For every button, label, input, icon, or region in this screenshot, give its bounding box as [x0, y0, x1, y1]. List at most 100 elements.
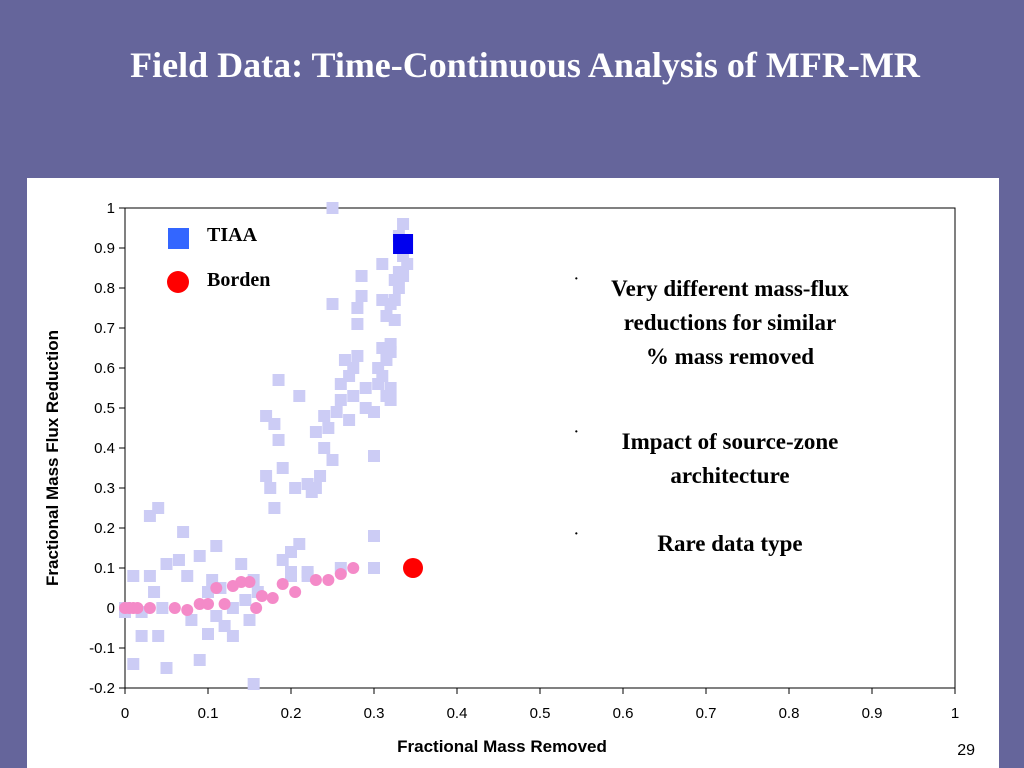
- highlight-point-borden: [403, 558, 424, 578]
- x-tick-label: 1: [951, 705, 959, 722]
- data-point-tiaa: [289, 482, 302, 494]
- x-tick-label: 0.3: [364, 705, 385, 722]
- data-point-tiaa: [309, 426, 322, 438]
- data-point-tiaa: [152, 630, 165, 642]
- data-point-borden: [210, 582, 223, 594]
- data-point-borden: [243, 576, 256, 588]
- data-point-tiaa: [355, 270, 368, 282]
- y-axis-label: Fractional Mass Flux Reduction: [43, 330, 62, 586]
- y-tick-label: 0.6: [94, 360, 115, 377]
- data-point-tiaa: [384, 338, 397, 350]
- bullet-dot: ·: [574, 527, 579, 542]
- data-point-tiaa: [368, 530, 380, 542]
- data-point-tiaa: [314, 470, 327, 482]
- data-point-borden: [276, 578, 289, 590]
- slide-title: Field Data: Time-Continuous Analysis of …: [130, 45, 920, 85]
- data-point-tiaa: [401, 258, 414, 270]
- data-point-borden: [168, 602, 181, 614]
- x-tick-label: 0.5: [530, 705, 551, 722]
- bullet-text: Very different mass-flux reductions for …: [611, 276, 849, 369]
- data-point-tiaa: [326, 454, 339, 466]
- data-point-tiaa: [268, 418, 281, 430]
- data-point-tiaa: [152, 502, 165, 514]
- data-point-tiaa: [376, 294, 389, 306]
- data-point-borden: [143, 602, 156, 614]
- x-tick-label: 0.2: [281, 705, 302, 722]
- bullet-text: Rare data type: [657, 531, 803, 556]
- y-tick-label: 0.3: [94, 480, 115, 497]
- data-point-tiaa: [368, 562, 380, 574]
- legend-marker-borden: [167, 271, 189, 293]
- data-point-borden: [235, 576, 248, 588]
- scatter-chart: 1 0.9 0.8 0.7 0.6 0.5 0.4 0.3 0.2 0.1 0 -0.1 -0.2 0 0.…: [43, 200, 959, 756]
- data-point-tiaa: [143, 570, 156, 582]
- data-point-tiaa: [210, 540, 223, 552]
- data-point-borden: [322, 574, 335, 586]
- y-tick-label: 0.9: [94, 240, 115, 257]
- data-point-tiaa: [384, 394, 397, 406]
- data-point-tiaa: [235, 558, 248, 570]
- data-point-tiaa: [276, 462, 289, 474]
- data-point-tiaa: [193, 550, 206, 562]
- data-point-tiaa: [272, 374, 285, 386]
- data-point-tiaa: [318, 442, 331, 454]
- data-point-tiaa: [343, 414, 356, 426]
- data-point-borden: [181, 604, 194, 616]
- data-point-borden: [255, 590, 268, 602]
- data-point-tiaa: [185, 614, 198, 626]
- data-point-tiaa: [268, 502, 281, 514]
- data-point-tiaa: [210, 610, 223, 622]
- chart-panel: 1 0.9 0.8 0.7 0.6 0.5 0.4 0.3 0.2 0.1 0 -0.1 -0.2 0 0.…: [27, 178, 999, 768]
- data-point-tiaa: [347, 390, 360, 402]
- data-point-tiaa: [322, 422, 335, 434]
- x-tick-label: 0.8: [779, 705, 800, 722]
- data-point-tiaa: [127, 570, 140, 582]
- data-point-borden: [289, 586, 302, 598]
- bullet-dot: ·: [574, 272, 579, 287]
- bullet-text: Impact of source-zone architecture: [621, 429, 839, 488]
- data-point-tiaa: [260, 470, 273, 482]
- data-point-tiaa: [226, 630, 239, 642]
- data-point-tiaa: [368, 406, 380, 418]
- data-point-tiaa: [177, 526, 190, 538]
- data-point-tiaa: [397, 218, 410, 230]
- x-tick-label: 0.1: [198, 705, 219, 722]
- data-point-tiaa: [172, 554, 185, 566]
- data-point-tiaa: [359, 382, 372, 394]
- y-tick-label: 0.8: [94, 280, 115, 297]
- data-point-tiaa: [181, 570, 194, 582]
- legend-label-borden: Borden: [207, 269, 271, 291]
- data-point-borden: [193, 598, 206, 610]
- data-point-tiaa: [264, 482, 277, 494]
- data-point-tiaa: [392, 282, 405, 294]
- data-point-tiaa: [388, 314, 401, 326]
- data-point-tiaa: [243, 614, 256, 626]
- data-point-tiaa: [160, 558, 173, 570]
- x-tick-label: 0.4: [447, 705, 468, 722]
- data-point-tiaa: [351, 350, 364, 362]
- y-tick-label: 0.7: [94, 320, 115, 337]
- data-point-tiaa: [301, 566, 314, 578]
- y-tick-label: 0: [107, 600, 115, 617]
- data-point-tiaa: [239, 594, 252, 606]
- data-point-tiaa: [347, 362, 360, 374]
- bullet-item: · Very different mass-flux reductions fo…: [560, 272, 900, 374]
- data-point-tiaa: [285, 566, 297, 578]
- data-point-tiaa: [272, 434, 285, 446]
- page-number: 29: [957, 742, 975, 759]
- bullet-item: · Impact of source-zone architecture: [560, 425, 900, 493]
- y-tick-label: 1: [107, 200, 115, 217]
- data-point-borden: [250, 602, 263, 614]
- data-point-tiaa: [309, 482, 322, 494]
- data-point-borden: [218, 598, 231, 610]
- data-point-borden: [309, 574, 322, 586]
- x-tick-label: 0.6: [613, 705, 634, 722]
- data-point-tiaa: [355, 290, 368, 302]
- data-point-tiaa: [330, 406, 343, 418]
- x-axis-label: Fractional Mass Removed: [397, 737, 607, 756]
- legend-marker-tiaa: [168, 228, 189, 249]
- data-point-borden: [202, 598, 214, 610]
- data-point-tiaa: [156, 602, 169, 614]
- data-point-tiaa: [397, 270, 410, 282]
- data-point-borden: [347, 562, 360, 574]
